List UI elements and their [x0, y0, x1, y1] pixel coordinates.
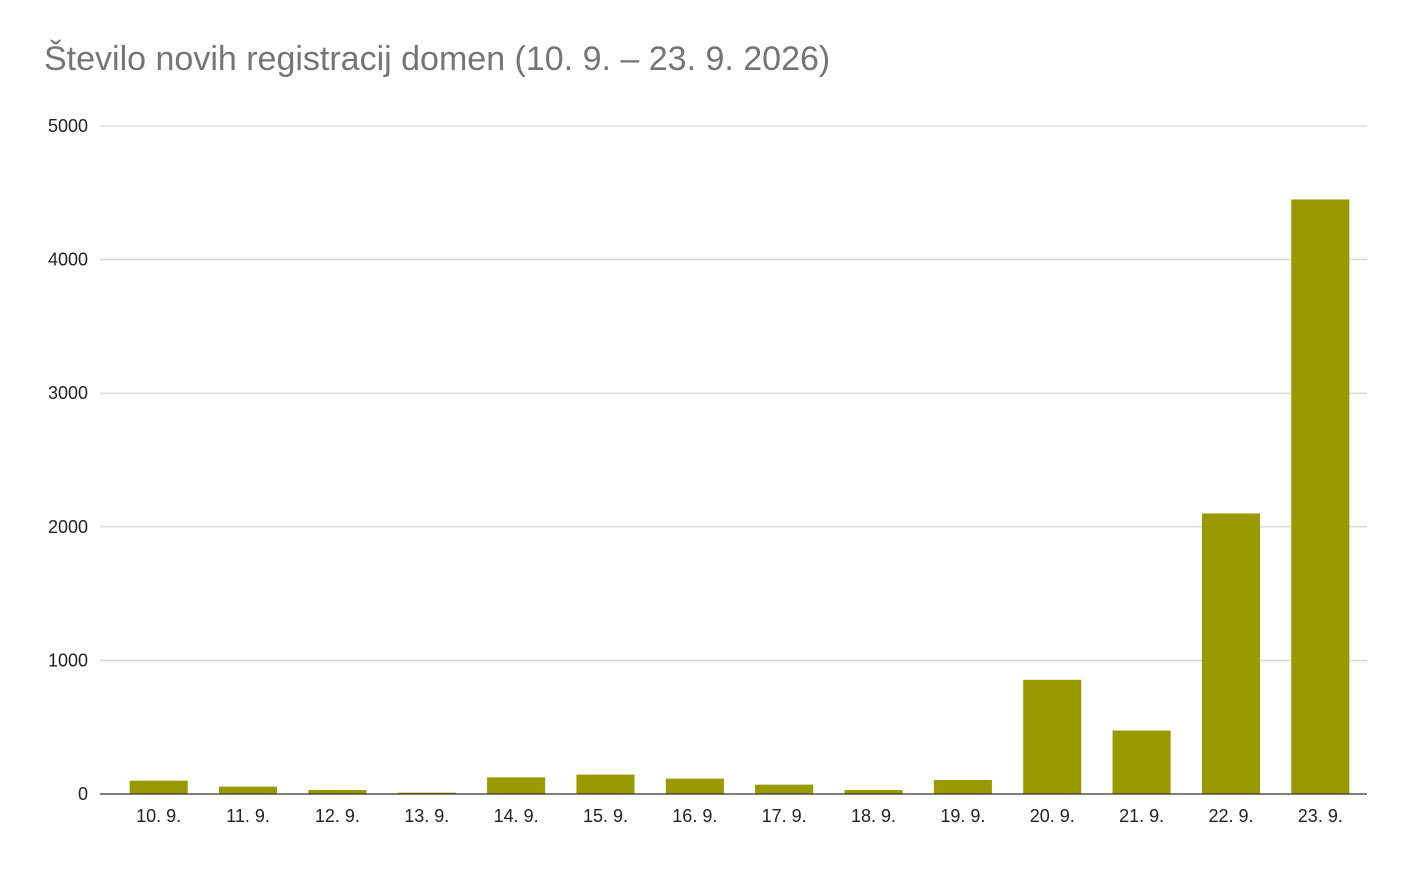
y-tick-label: 5000 [48, 116, 88, 136]
bar [755, 784, 814, 794]
x-tick-label: 21. 9. [1119, 806, 1164, 826]
x-tick-label: 20. 9. [1030, 806, 1075, 826]
bar [576, 774, 635, 794]
bar [487, 777, 546, 794]
x-tick-label: 12. 9. [315, 806, 360, 826]
x-tick-label: 15. 9. [583, 806, 628, 826]
bar [129, 780, 188, 794]
x-tick-label: 22. 9. [1208, 806, 1253, 826]
bar [844, 789, 903, 794]
y-tick-label: 2000 [48, 517, 88, 537]
chart-title: Število novih registracij domen (10. 9. … [44, 40, 831, 78]
x-tick-label: 13. 9. [404, 806, 449, 826]
bar [1291, 199, 1350, 795]
y-tick-label: 1000 [48, 650, 88, 670]
gridlines [100, 125, 1367, 661]
x-tick-label: 23. 9. [1298, 806, 1343, 826]
bar [933, 779, 992, 794]
bars [129, 199, 1350, 795]
x-tick-label: 14. 9. [494, 806, 539, 826]
bar [1201, 513, 1261, 794]
bar [397, 792, 456, 794]
tick-labels: 0 1000 2000 3000 4000 5000 10. 9. 11. 9. 12. 9. 1… [48, 116, 1343, 826]
x-tick-label: 17. 9. [762, 806, 807, 826]
x-tick-label: 18. 9. [851, 806, 896, 826]
x-tick-label: 19. 9. [940, 806, 985, 826]
x-tick-label: 11. 9. [226, 806, 270, 826]
x-tick-label: 16. 9. [672, 806, 717, 826]
bar [665, 778, 724, 794]
y-tick-label: 3000 [48, 383, 88, 403]
x-tick-label: 10. 9. [136, 806, 181, 826]
bar [308, 789, 367, 794]
bar [1112, 730, 1171, 794]
bar [1023, 679, 1082, 794]
bar [218, 786, 278, 794]
y-tick-label: 4000 [48, 250, 88, 270]
y-tick-label: 0 [78, 784, 88, 804]
